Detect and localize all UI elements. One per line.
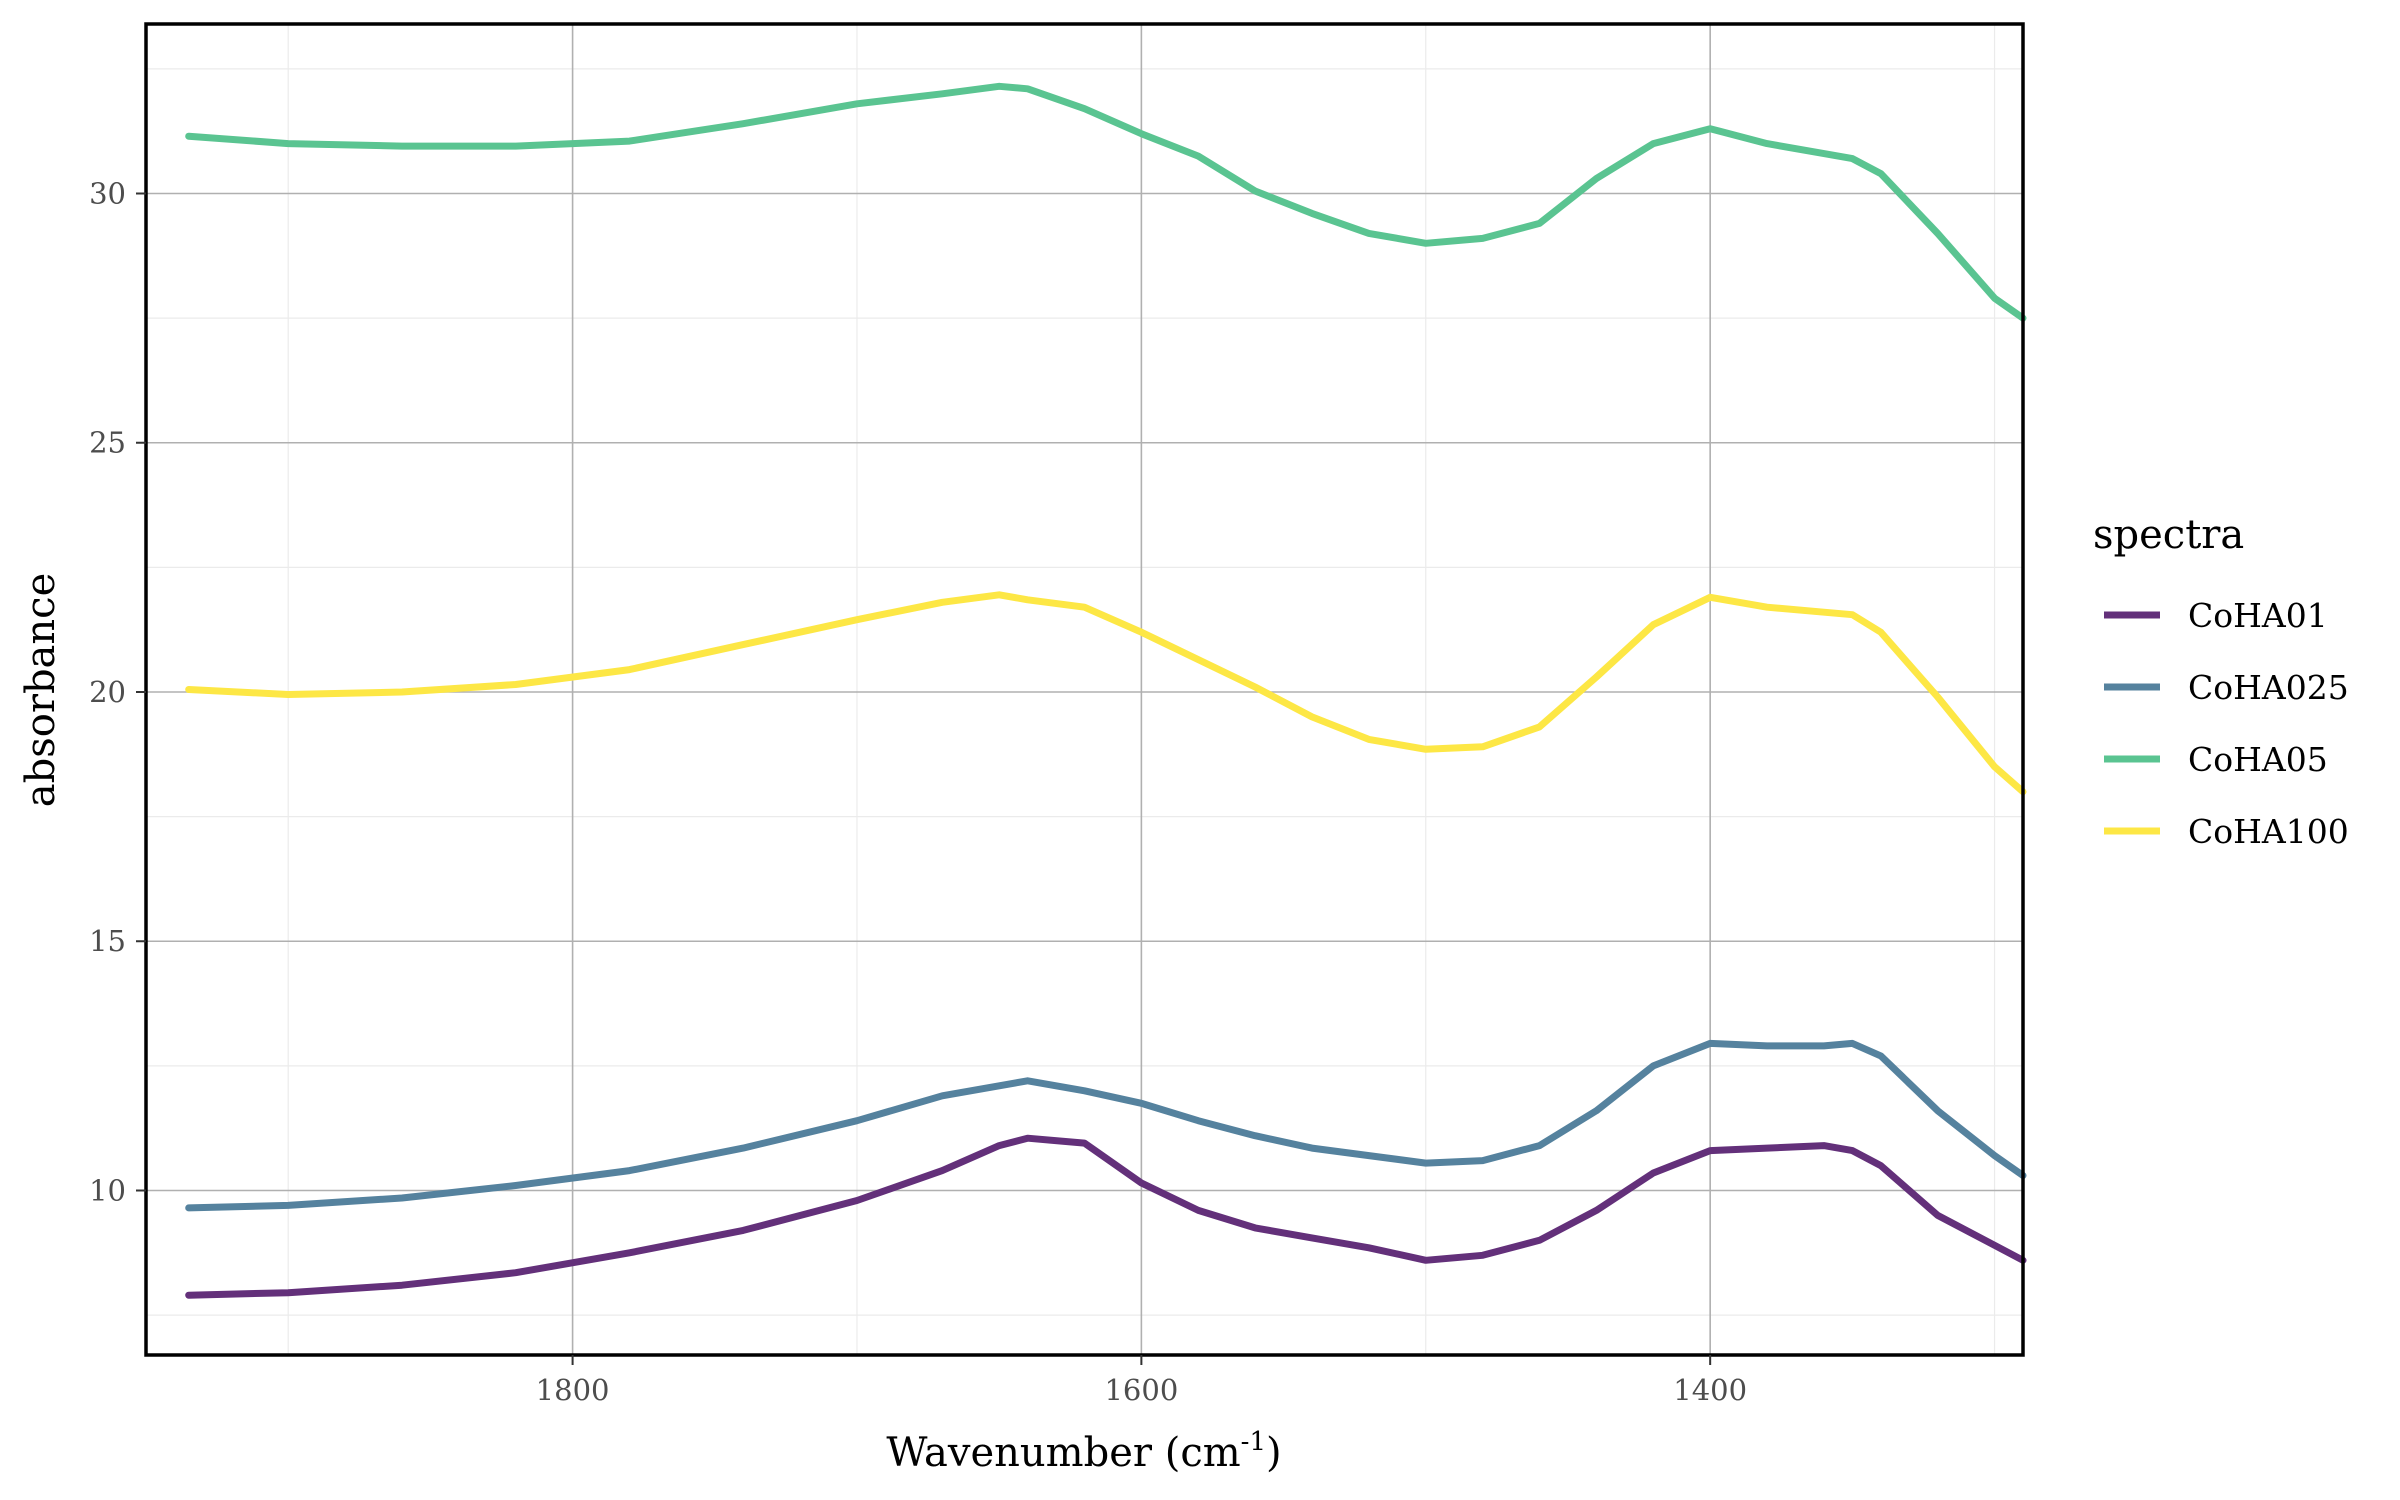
- legend-label-coha025: CoHA025: [2188, 668, 2349, 707]
- y-tick-label: 10: [89, 1173, 126, 1207]
- series-line-coha100: [185, 591, 2027, 796]
- x-axis-ticks: 1800 1600 1400: [536, 1355, 1747, 1407]
- legend: spectra CoHA01 CoHA025 CoHA05 CoHA100: [2093, 512, 2349, 851]
- x-axis-title-superscript: -1: [1241, 1427, 1266, 1457]
- legend-label-coha100: CoHA100: [2188, 812, 2349, 851]
- y-tick-label: 15: [89, 924, 126, 958]
- x-tick-label: 1600: [1104, 1373, 1178, 1407]
- y-tick-label: 25: [89, 426, 126, 460]
- legend-label-coha01: CoHA01: [2188, 596, 2328, 635]
- legend-title: spectra: [2093, 512, 2244, 558]
- x-axis-title-main: Wavenumber (cm: [886, 1430, 1240, 1476]
- series-lines: [185, 82, 2027, 1299]
- y-tick-label: 30: [89, 176, 126, 210]
- x-axis-title-close: ): [1266, 1430, 1282, 1476]
- legend-label-coha05: CoHA05: [2188, 740, 2328, 779]
- series-line-coha025: [185, 1039, 2027, 1212]
- y-axis-ticks: 10 15 20 25 30: [89, 176, 146, 1207]
- y-axis-title: absorbance: [18, 573, 64, 807]
- x-axis-title: Wavenumber (cm-1): [886, 1427, 1281, 1476]
- y-tick-label: 20: [89, 675, 126, 709]
- series-line-coha05: [185, 82, 2027, 322]
- x-tick-label: 1400: [1673, 1373, 1747, 1407]
- plot-border: [144, 22, 2025, 1357]
- series-line-coha01: [185, 1134, 2027, 1299]
- x-tick-label: 1800: [536, 1373, 610, 1407]
